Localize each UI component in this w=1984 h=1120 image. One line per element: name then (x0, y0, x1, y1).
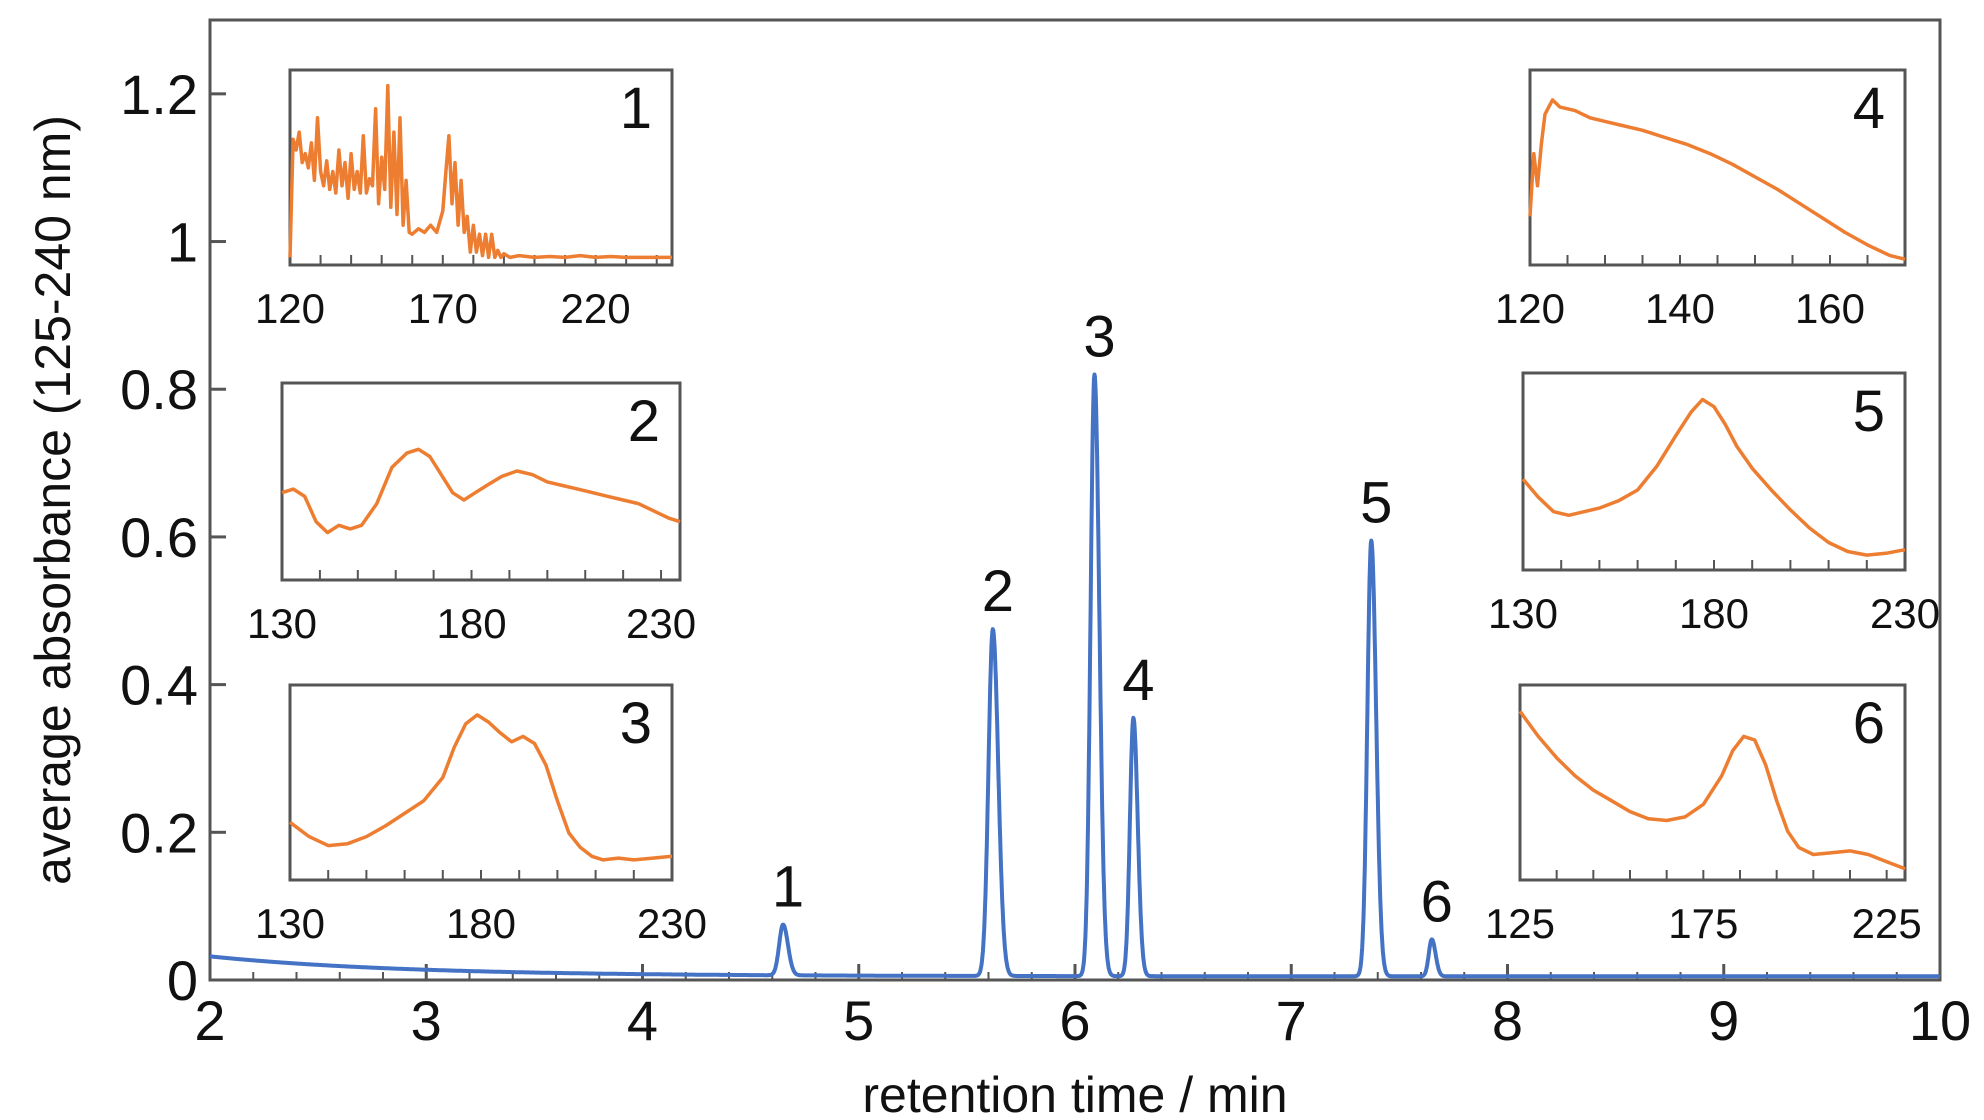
inset-spectrum-5: 130 180 230 5 (1488, 371, 1940, 637)
y-tick-label: 0.4 (120, 654, 198, 717)
inset-frame (1521, 371, 1907, 572)
inset-number-label: 1 (620, 76, 652, 141)
inset-number-label: 3 (620, 691, 652, 756)
peak-labels: 1 2 3 4 5 6 (772, 304, 1453, 934)
x-tick-label: 9 (1708, 989, 1739, 1052)
inset-spectrum-3: 130 180 230 3 (255, 683, 707, 947)
x-tick-label: 10 (1909, 989, 1971, 1052)
inset-spectrum-line (288, 713, 673, 862)
inset-spectrum-line (288, 83, 672, 260)
inset-number-label: 2 (628, 389, 660, 454)
inset-tick-label: 140 (1645, 285, 1715, 332)
y-tick-label: 0.8 (120, 358, 198, 421)
inset-spectrum-line (1518, 710, 1906, 871)
x-tick-label: 6 (1059, 989, 1090, 1052)
inset-spectrum-6: 125 175 225 6 (1485, 683, 1922, 947)
inset-number-label: 6 (1853, 691, 1885, 756)
y-tick-label: 0.6 (120, 506, 198, 569)
inset-frame (288, 683, 674, 882)
inset-tick-label: 120 (255, 285, 325, 332)
inset-spectrum-line (1521, 397, 1906, 557)
peak-label: 2 (982, 559, 1014, 624)
x-axis-title: retention time / min (862, 1067, 1287, 1120)
inset-tick-label: 180 (446, 900, 516, 947)
x-tick-label: 7 (1276, 989, 1307, 1052)
peak-label: 4 (1122, 648, 1154, 713)
inset-tick-label: 125 (1485, 900, 1555, 947)
inset-tick-label: 130 (247, 600, 317, 647)
peak-label: 1 (772, 855, 804, 920)
y-tick-label: 0 (167, 949, 198, 1012)
peak-label: 6 (1421, 869, 1453, 934)
inset-tick-label: 175 (1668, 900, 1738, 947)
inset-tick-label: 230 (637, 900, 707, 947)
main-chart: 2 3 4 5 6 7 8 9 10 0 0.2 0.4 0.6 0.8 1 1.2 1 2 3 4 5 6 reten… (25, 18, 1971, 1120)
peak-label: 3 (1083, 304, 1115, 369)
x-tick-label: 4 (627, 989, 658, 1052)
peak-label: 5 (1360, 471, 1392, 536)
inset-tick-label: 220 (561, 285, 631, 332)
x-tick-label: 5 (843, 989, 874, 1052)
spectra-insets: 120 170 220 1 130 180 230 2 130 180 230 3 120 140 160 4… (247, 68, 1940, 947)
inset-tick-label: 230 (626, 600, 696, 647)
inset-tick-label: 180 (1679, 590, 1749, 637)
y-tick-label: 1 (167, 211, 198, 274)
inset-spectrum-line (281, 447, 681, 535)
y-tick-label: 1.2 (120, 63, 198, 126)
inset-spectrum-1: 120 170 220 1 (255, 68, 674, 332)
y-axis-title: average absorbance (125-240 nm) (25, 115, 81, 885)
inset-tick-label: 180 (436, 600, 506, 647)
inset-spectrum-4: 120 140 160 4 (1495, 68, 1907, 332)
inset-frame (280, 381, 682, 582)
inset-number-label: 4 (1853, 76, 1885, 141)
inset-spectrum-line (1528, 98, 1906, 261)
inset-spectrum-2: 130 180 230 2 (247, 381, 696, 647)
inset-tick-label: 230 (1870, 590, 1940, 637)
inset-tick-label: 225 (1852, 900, 1922, 947)
inset-tick-label: 120 (1495, 285, 1565, 332)
main-tick-labels: 2 3 4 5 6 7 8 9 10 0 0.2 0.4 0.6 0.8 1 1.2 (120, 63, 1971, 1052)
chromatogram-trace (208, 372, 1942, 979)
x-tick-label: 3 (411, 989, 442, 1052)
inset-tick-label: 130 (255, 900, 325, 947)
inset-tick-label: 160 (1795, 285, 1865, 332)
x-tick-label: 8 (1492, 989, 1523, 1052)
inset-tick-label: 170 (408, 285, 478, 332)
x-tick-label: 2 (194, 989, 225, 1052)
inset-number-label: 5 (1853, 379, 1885, 444)
inset-tick-label: 130 (1488, 590, 1558, 637)
y-tick-label: 0.2 (120, 801, 198, 864)
